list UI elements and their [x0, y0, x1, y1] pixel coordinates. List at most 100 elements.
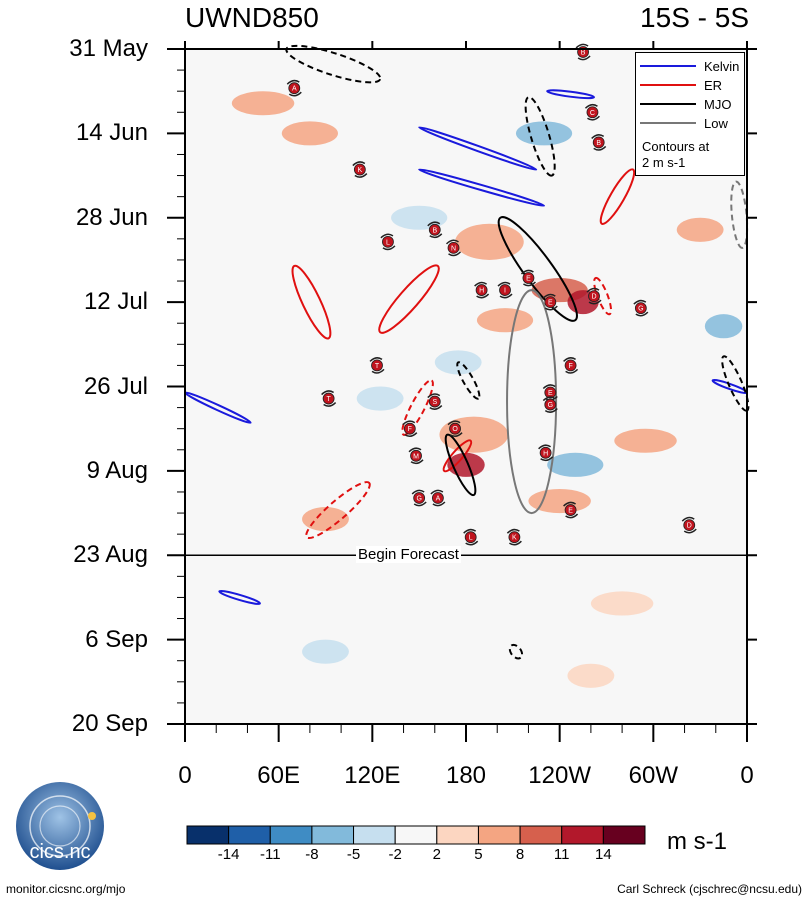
storm-arm-icon	[577, 55, 591, 61]
x-tick-label: 180	[445, 762, 487, 789]
kelvin-contour	[418, 126, 538, 171]
colorbar-swatch	[186, 825, 230, 845]
colorbar-label: 2	[432, 846, 441, 863]
storm-arm-icon	[593, 145, 607, 151]
storm-arm-icon	[288, 91, 302, 97]
storm-icon	[403, 422, 416, 435]
colorbar-swatch	[394, 825, 438, 845]
storm-icon	[353, 163, 366, 176]
storm-arm-icon	[427, 221, 441, 227]
storm-arm-icon	[563, 501, 577, 507]
storm-label: E	[548, 390, 553, 397]
anomaly-patch	[455, 223, 524, 260]
storm-icon	[544, 386, 557, 399]
storm-arm-icon	[544, 305, 558, 311]
storm-arm-icon	[427, 393, 441, 399]
storm-arm-icon	[542, 293, 556, 299]
storm-icon	[544, 398, 557, 411]
storm-marker: F	[402, 420, 418, 438]
logo-text: cics.nc	[29, 841, 90, 863]
storm-icon	[413, 492, 426, 504]
anomaly-patch	[281, 121, 338, 146]
storm-arm-icon	[591, 134, 605, 139]
storm-marker: I	[497, 281, 513, 299]
cicsnc-logo[interactable]: cics.nc	[10, 778, 110, 878]
wave-legend: Kelvin ER MJO Low Contours at 2 m s-1	[635, 52, 745, 176]
storm-label: B	[581, 50, 586, 57]
storm-marker: A	[286, 79, 302, 97]
anomaly-patch	[704, 314, 743, 339]
storm-label: N	[451, 245, 456, 252]
logo-ring-inner	[39, 805, 81, 847]
footer-url[interactable]: monitor.cicsnc.org/mjo	[6, 882, 126, 896]
storm-arm-icon	[447, 420, 461, 426]
storm-arm-icon	[476, 293, 490, 299]
y-tick-label: 23 Aug	[73, 541, 148, 569]
title-right: 15S - 5S	[640, 2, 749, 33]
storm-label: K	[512, 535, 517, 542]
colorbar-label: -14	[217, 846, 240, 863]
storm-icon	[508, 531, 521, 544]
colorbar-units: m s-1	[667, 828, 727, 855]
y-tick-label: 28 Jun	[75, 203, 148, 231]
x-tick-label: 60E	[257, 762, 301, 789]
low-contour	[506, 289, 558, 515]
x-tick-label: 0	[178, 762, 192, 789]
storm-marker: E	[542, 384, 558, 401]
storm-arm-icon	[575, 43, 589, 49]
mjo-contour	[524, 96, 556, 177]
storm-arm-icon	[563, 357, 577, 362]
storm-label: G	[416, 495, 421, 502]
storm-label: K	[358, 167, 363, 174]
storm-marker: F	[563, 357, 579, 374]
storm-arm-icon	[429, 405, 443, 410]
logo-ring	[29, 795, 91, 857]
storm-arm-icon	[681, 516, 695, 522]
storm-arm-icon	[404, 432, 418, 438]
storm-marker: T	[321, 390, 337, 407]
legend-label-mjo: MJO	[704, 96, 732, 112]
anomaly-patch	[302, 639, 349, 664]
colorbar-label: 14	[595, 846, 612, 863]
legend-item-kelvin: Kelvin	[640, 57, 739, 75]
storm-arm-icon	[410, 459, 424, 465]
storm-label: A	[292, 86, 297, 93]
colorbar-label: 11	[553, 846, 570, 863]
storm-icon	[464, 531, 477, 544]
storm-arm-icon	[497, 281, 511, 287]
y-tick-label: 9 Aug	[86, 456, 148, 484]
legend-label-kelvin: Kelvin	[704, 58, 740, 74]
y-tick-label: 14 Jun	[75, 119, 148, 147]
storm-arm-icon	[586, 287, 600, 293]
anomaly-patch	[302, 507, 349, 532]
storm-arm-icon	[352, 161, 366, 167]
storm-icon	[539, 446, 552, 459]
colorbar-swatch	[269, 825, 313, 845]
storm-arm-icon	[584, 103, 598, 109]
mjo-contour	[508, 643, 524, 660]
kelvin-contour	[546, 89, 596, 100]
storm-marker: N	[445, 239, 462, 257]
anomaly-patch	[590, 591, 654, 616]
storm-marker: E	[542, 293, 558, 311]
colorbar-label: -8	[305, 846, 319, 863]
storm-marker: A	[430, 489, 446, 507]
storm-marker: B	[591, 134, 607, 151]
storm-label: M	[413, 453, 419, 460]
legend-label-low: Low	[704, 115, 728, 131]
storm-arm-icon	[465, 540, 479, 546]
title-left: UWND850	[185, 2, 319, 33]
y-tick-label: 20 Sep	[71, 710, 148, 737]
storm-arm-icon	[382, 245, 396, 251]
y-tick-label: 26 Jul	[83, 372, 148, 400]
storm-arm-icon	[323, 402, 337, 407]
er-contour	[599, 168, 636, 225]
storm-label: G	[638, 306, 643, 313]
storm-arm-icon	[408, 447, 422, 453]
legend-item-mjo: MJO	[640, 95, 731, 113]
storm-arm-icon	[633, 299, 647, 305]
footer-credit: Carl Schreck (cjschrec@ncsu.edu)	[617, 882, 802, 896]
storm-arm-icon	[542, 396, 556, 402]
storm-icon	[634, 302, 647, 315]
legend-note-line1: Contours at	[642, 139, 710, 154]
